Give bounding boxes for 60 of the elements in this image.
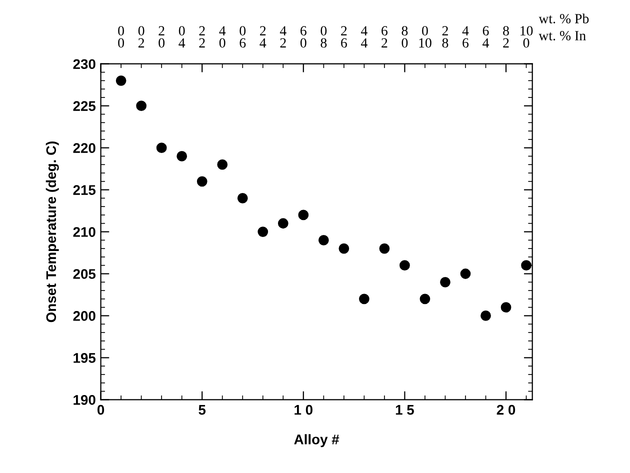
y-tick-label: 220 [73,143,96,153]
point [521,260,532,271]
x-tick-label: 2 0 [496,404,516,415]
point [400,260,410,271]
annotation: 2 8 [442,26,448,48]
y-tick-label: 195 [74,353,96,363]
point [258,226,268,237]
x-axis-title: Alloy # [294,434,340,448]
y-tick-label: 225 [73,101,96,112]
annotation: 4 0 [219,26,226,48]
annotation: 6 2 [382,26,388,48]
point [379,243,390,254]
annotation: 2 0 [158,26,165,48]
annotation: 4 4 [360,26,368,48]
point [217,159,228,170]
annotation: 4 6 [462,26,469,48]
point [500,302,512,313]
x-tick-label: 5 [198,405,206,415]
point [298,210,309,220]
point [460,268,471,279]
point [136,100,147,112]
text: wt. % Pb [538,14,589,24]
annotation: 2 2 [199,26,205,48]
annotation: 0 0 [118,26,124,48]
y-tick-label: 210 [73,227,96,237]
point [480,310,491,321]
point [196,176,208,187]
point [278,218,288,229]
annotation: 2 4 [260,26,266,48]
annotation: 0 6 [240,26,246,48]
y-axis-title: Onset Temperature (deg. C) [46,142,59,322]
annotation: 8 2 [503,26,509,48]
point [176,151,188,162]
y-tick-label: 200 [73,311,96,321]
point [318,234,329,246]
annotation: 0 2 [138,26,144,48]
point [116,75,126,86]
point [338,243,350,254]
y-tick-label: 230 [73,59,96,70]
x-tick-label: 1 0 [294,404,312,415]
annotation: 6 0 [300,26,306,48]
point [440,276,450,288]
annotation: 0 10 [419,26,432,48]
y-tick-label: 190 [74,395,96,405]
y-tick-label: 215 [73,185,96,195]
text: wt. % In [538,31,586,40]
point [237,192,248,204]
annotation: 4 2 [280,26,286,48]
y-tick-label: 205 [73,269,96,279]
annotation: 8 0 [402,26,408,48]
annotation: 2 6 [341,26,347,48]
x-tick-label: 1 5 [396,405,414,415]
point [420,294,430,304]
annotation: 0 4 [178,26,186,48]
annotation: 10 0 [520,26,533,48]
point [156,142,167,154]
x-tick-label: 0 [97,404,104,415]
annotation: 0 8 [320,26,327,48]
point [358,294,370,304]
annotation: 6 4 [482,26,490,48]
